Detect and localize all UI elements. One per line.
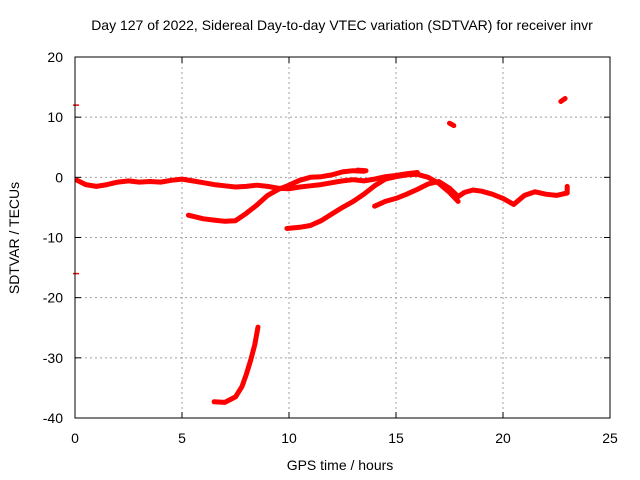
x-tick-label: 15 (388, 430, 404, 446)
series-track-h (558, 96, 568, 104)
plot-frame (74, 56, 611, 419)
x-axis-label: GPS time / hours (287, 457, 394, 473)
y-tick-label: -30 (43, 350, 63, 366)
y-tick-label: -10 (43, 230, 63, 246)
series-track-f (211, 324, 261, 405)
series-track-e (372, 179, 570, 209)
y-tick-label: 20 (47, 49, 63, 65)
y-tick-label: -40 (43, 410, 63, 426)
series-track-a (74, 170, 420, 192)
series-layer (73, 96, 570, 405)
y-tick-label: 10 (47, 109, 63, 125)
x-tick-label: 10 (281, 430, 297, 446)
y-axis-label: SDTVAR / TECUs (6, 182, 22, 294)
series-track-d (284, 171, 461, 231)
series-track-g (447, 120, 457, 129)
y-tick-label: 0 (55, 169, 63, 185)
x-tick-label: 25 (602, 430, 618, 446)
chart-title: Day 127 of 2022, Sidereal Day-to-day VTE… (91, 17, 593, 33)
x-tick-label: 20 (495, 430, 511, 446)
x-tick-label: 5 (178, 430, 186, 446)
grid (75, 57, 610, 418)
tick-labels: 0 5 10 15 20 25 -40 -30 -20 -10 0 10 20 (43, 49, 618, 446)
x-tick-label: 0 (71, 430, 79, 446)
y-tick-label: -20 (43, 290, 63, 306)
series-track-c (185, 168, 367, 224)
